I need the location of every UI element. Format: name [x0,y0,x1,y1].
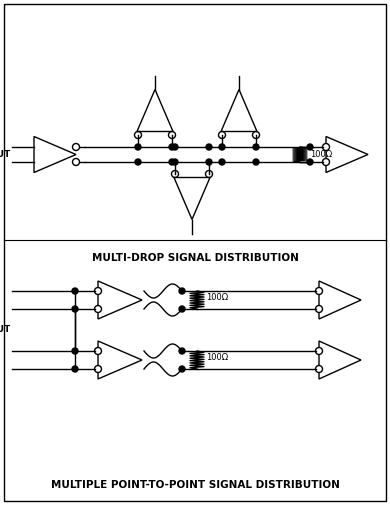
Circle shape [135,159,141,165]
Text: MULTI-DROP SIGNAL DISTRIBUTION: MULTI-DROP SIGNAL DISTRIBUTION [92,253,298,263]
Circle shape [172,171,179,177]
Circle shape [172,159,178,165]
Circle shape [169,144,175,150]
Circle shape [179,366,185,372]
Circle shape [316,306,323,313]
Circle shape [206,159,212,165]
Circle shape [94,306,101,313]
Circle shape [72,348,78,354]
Circle shape [94,287,101,294]
Circle shape [72,288,78,294]
Text: 100Ω: 100Ω [310,150,332,159]
Circle shape [253,159,259,165]
Circle shape [94,347,101,355]
Circle shape [252,131,259,138]
Circle shape [307,144,313,150]
Circle shape [323,159,330,166]
Text: INPUT: INPUT [0,150,10,159]
Circle shape [206,171,213,177]
Circle shape [179,288,185,294]
Text: INPUT: INPUT [0,326,10,334]
Circle shape [169,159,175,165]
Circle shape [179,348,185,354]
Circle shape [94,366,101,373]
Circle shape [179,306,185,312]
Circle shape [172,144,178,150]
Circle shape [307,159,313,165]
Circle shape [135,131,142,138]
Circle shape [219,144,225,150]
Circle shape [72,306,78,312]
Circle shape [323,143,330,150]
Circle shape [73,159,80,166]
Circle shape [316,366,323,373]
Circle shape [316,347,323,355]
Text: 100Ω: 100Ω [206,293,228,302]
Circle shape [316,287,323,294]
Circle shape [253,144,259,150]
Circle shape [219,159,225,165]
Text: MULTIPLE POINT-TO-POINT SIGNAL DISTRIBUTION: MULTIPLE POINT-TO-POINT SIGNAL DISTRIBUT… [51,480,339,490]
Circle shape [206,144,212,150]
Circle shape [73,143,80,150]
Circle shape [218,131,225,138]
Circle shape [72,366,78,372]
Circle shape [135,144,141,150]
Text: 100Ω: 100Ω [206,354,228,363]
Circle shape [168,131,176,138]
